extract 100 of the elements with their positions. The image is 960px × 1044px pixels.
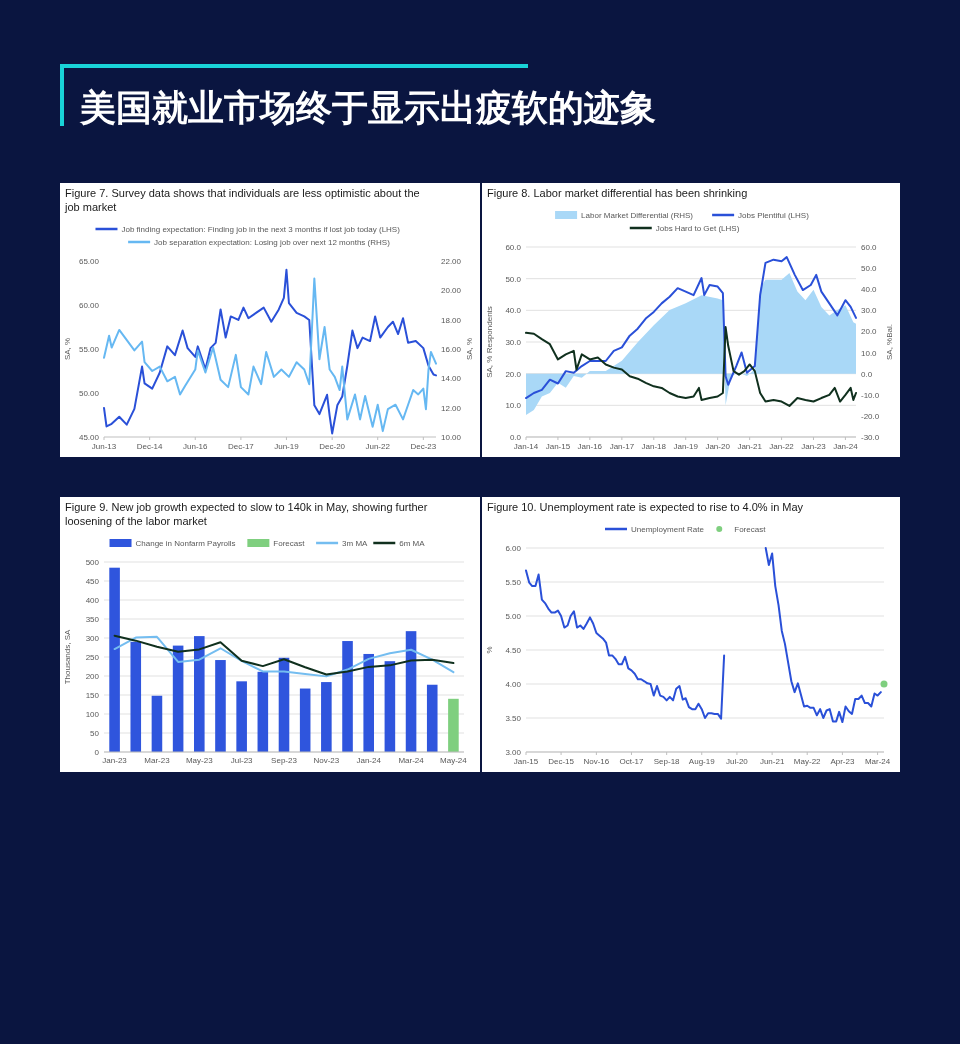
x-tick-label: Dec-20 [319, 442, 346, 451]
x-tick-label: Jan-19 [673, 442, 699, 451]
x-tick-label: Mar-24 [864, 757, 891, 766]
y2-tick-label: 10.0 [861, 348, 878, 358]
y2-tick-label: 14.00 [441, 374, 462, 384]
y-tick-label: 3.50 [505, 714, 522, 723]
y2-axis-title: SA, %Bal. [885, 323, 894, 361]
x-tick-label: Jun-16 [183, 442, 209, 451]
chart-title: Figure 8. Labor market differential has been shrinking [487, 187, 748, 199]
x-tick-label: Nov-23 [313, 756, 340, 765]
y-tick-label: 100 [85, 710, 100, 719]
legend-label: Forecast [273, 539, 306, 548]
y2-tick-label: -20.0 [861, 411, 880, 421]
y-tick-label: 50.0 [505, 274, 522, 284]
x-tick-label: May-24 [440, 756, 468, 765]
x-tick-label: Jul-20 [726, 757, 749, 766]
y-tick-label: 5.00 [505, 612, 522, 621]
x-tick-label: Jan-17 [609, 442, 635, 451]
y-tick-label: 4.50 [505, 646, 522, 655]
y2-tick-label: 20.0 [861, 327, 878, 337]
y-tick-label: 500 [85, 558, 100, 567]
bar [236, 681, 247, 752]
line-series [525, 326, 857, 407]
y-tick-label: 150 [85, 691, 100, 700]
chart-title: Figure 7. Survey data shows that individuals are less optimistic about the job market [64, 187, 420, 213]
x-tick-label: Jul-23 [230, 756, 254, 765]
bar [151, 695, 163, 752]
y-tick-label: 30.0 [505, 338, 522, 347]
y2-tick-label: -10.0 [861, 390, 880, 400]
x-tick-label: Jun-21 [759, 757, 785, 766]
x-tick-label: Jan-24 [356, 756, 382, 765]
x-tick-label: Sep-23 [271, 756, 298, 765]
legend-label: Job finding expectation: Finding job in the next 3 months if lost job today (LHS) [121, 225, 401, 234]
y-axis-title: Thousands, SA [63, 628, 72, 685]
y-tick-label: 400 [85, 596, 100, 605]
x-tick-label: Oct-17 [619, 757, 645, 766]
bar [257, 671, 269, 752]
x-tick-label: May-23 [185, 756, 214, 765]
bar [405, 631, 417, 752]
y2-tick-label: 16.00 [441, 345, 462, 354]
y2-tick-label: 30.0 [861, 306, 878, 316]
y-tick-label: 10.0 [505, 401, 522, 411]
y-tick-label: 40.0 [505, 306, 522, 316]
chart-title: Figure 10. Unemployment rate is expected to rise to 4.0% in May [487, 501, 804, 513]
y-tick-label: 4.00 [505, 680, 522, 689]
y-tick-label: 200 [85, 672, 100, 681]
bar [194, 636, 205, 752]
x-tick-label: Jun-22 [365, 442, 391, 451]
y2-tick-label: 22.00 [441, 257, 462, 266]
y-tick-label: 50 [90, 729, 100, 738]
bar [215, 660, 226, 752]
legend-label: Change in Nonfarm Payrolls [135, 539, 236, 548]
y-tick-label: 20.0 [505, 369, 522, 379]
x-tick-label: Jan-20 [705, 442, 731, 451]
x-tick-label: Jan-23 [102, 756, 128, 765]
y2-tick-label: 50.0 [861, 264, 878, 274]
y-tick-label: 60.00 [78, 301, 100, 310]
x-tick-label: Jun-19 [274, 442, 300, 451]
y-tick-label: 5.50 [505, 578, 522, 587]
legend-label: 3m MA [342, 539, 369, 548]
chart-title: Figure 9. New job growth expected to slow to 140k in May, showing further loosening of the labor market [65, 501, 428, 527]
y-tick-label: 45.00 [78, 433, 100, 442]
y2-axis-title: SA, % [465, 337, 474, 361]
x-tick-label: Mar-23 [144, 756, 171, 765]
x-tick-label: Jan-23 [801, 442, 827, 451]
x-tick-label: Nov-16 [583, 757, 610, 766]
x-tick-label: Mar-24 [398, 756, 425, 765]
legend-label: Unemployment Rate [631, 525, 705, 534]
x-tick-label: Jan-15 [545, 442, 571, 451]
y2-tick-label: 0.0 [861, 369, 873, 379]
bar [130, 641, 142, 752]
y2-tick-label: 40.0 [861, 285, 878, 295]
x-tick-label: Jan-16 [577, 442, 603, 451]
line-series [525, 256, 857, 400]
x-tick-label: Sep-18 [653, 757, 681, 766]
x-tick-label: Dec-17 [228, 442, 255, 451]
y-axis-title: SA, % Respondents [485, 306, 494, 378]
x-tick-label: May-22 [793, 757, 822, 766]
bar [384, 661, 396, 752]
x-tick-label: Jan-22 [769, 442, 795, 451]
y-tick-label: 250 [85, 653, 100, 662]
y-tick-label: 3.00 [505, 748, 522, 757]
legend-label: Forecast [734, 525, 767, 534]
y-tick-label: 50.00 [78, 389, 100, 398]
y2-tick-label: 60.0 [861, 243, 878, 252]
bar [426, 684, 438, 752]
x-tick-label: Aug-19 [688, 757, 716, 766]
y-tick-label: 0.0 [509, 433, 522, 442]
y-tick-label: 0 [94, 748, 100, 757]
y2-tick-label: 20.00 [441, 286, 462, 296]
legend-label: 6m MA [399, 539, 426, 548]
legend-label: Jobs Hard to Get (LHS) [655, 224, 740, 233]
y-tick-label: 450 [85, 577, 100, 586]
legend-label: Jobs Plentiful (LHS) [738, 211, 810, 220]
x-tick-label: Jan-24 [833, 442, 859, 451]
y-tick-label: 350 [85, 615, 100, 624]
x-tick-label: Dec-15 [548, 757, 575, 766]
bar [299, 688, 311, 752]
bar [109, 567, 120, 752]
x-tick-label: Apr-23 [830, 757, 855, 766]
